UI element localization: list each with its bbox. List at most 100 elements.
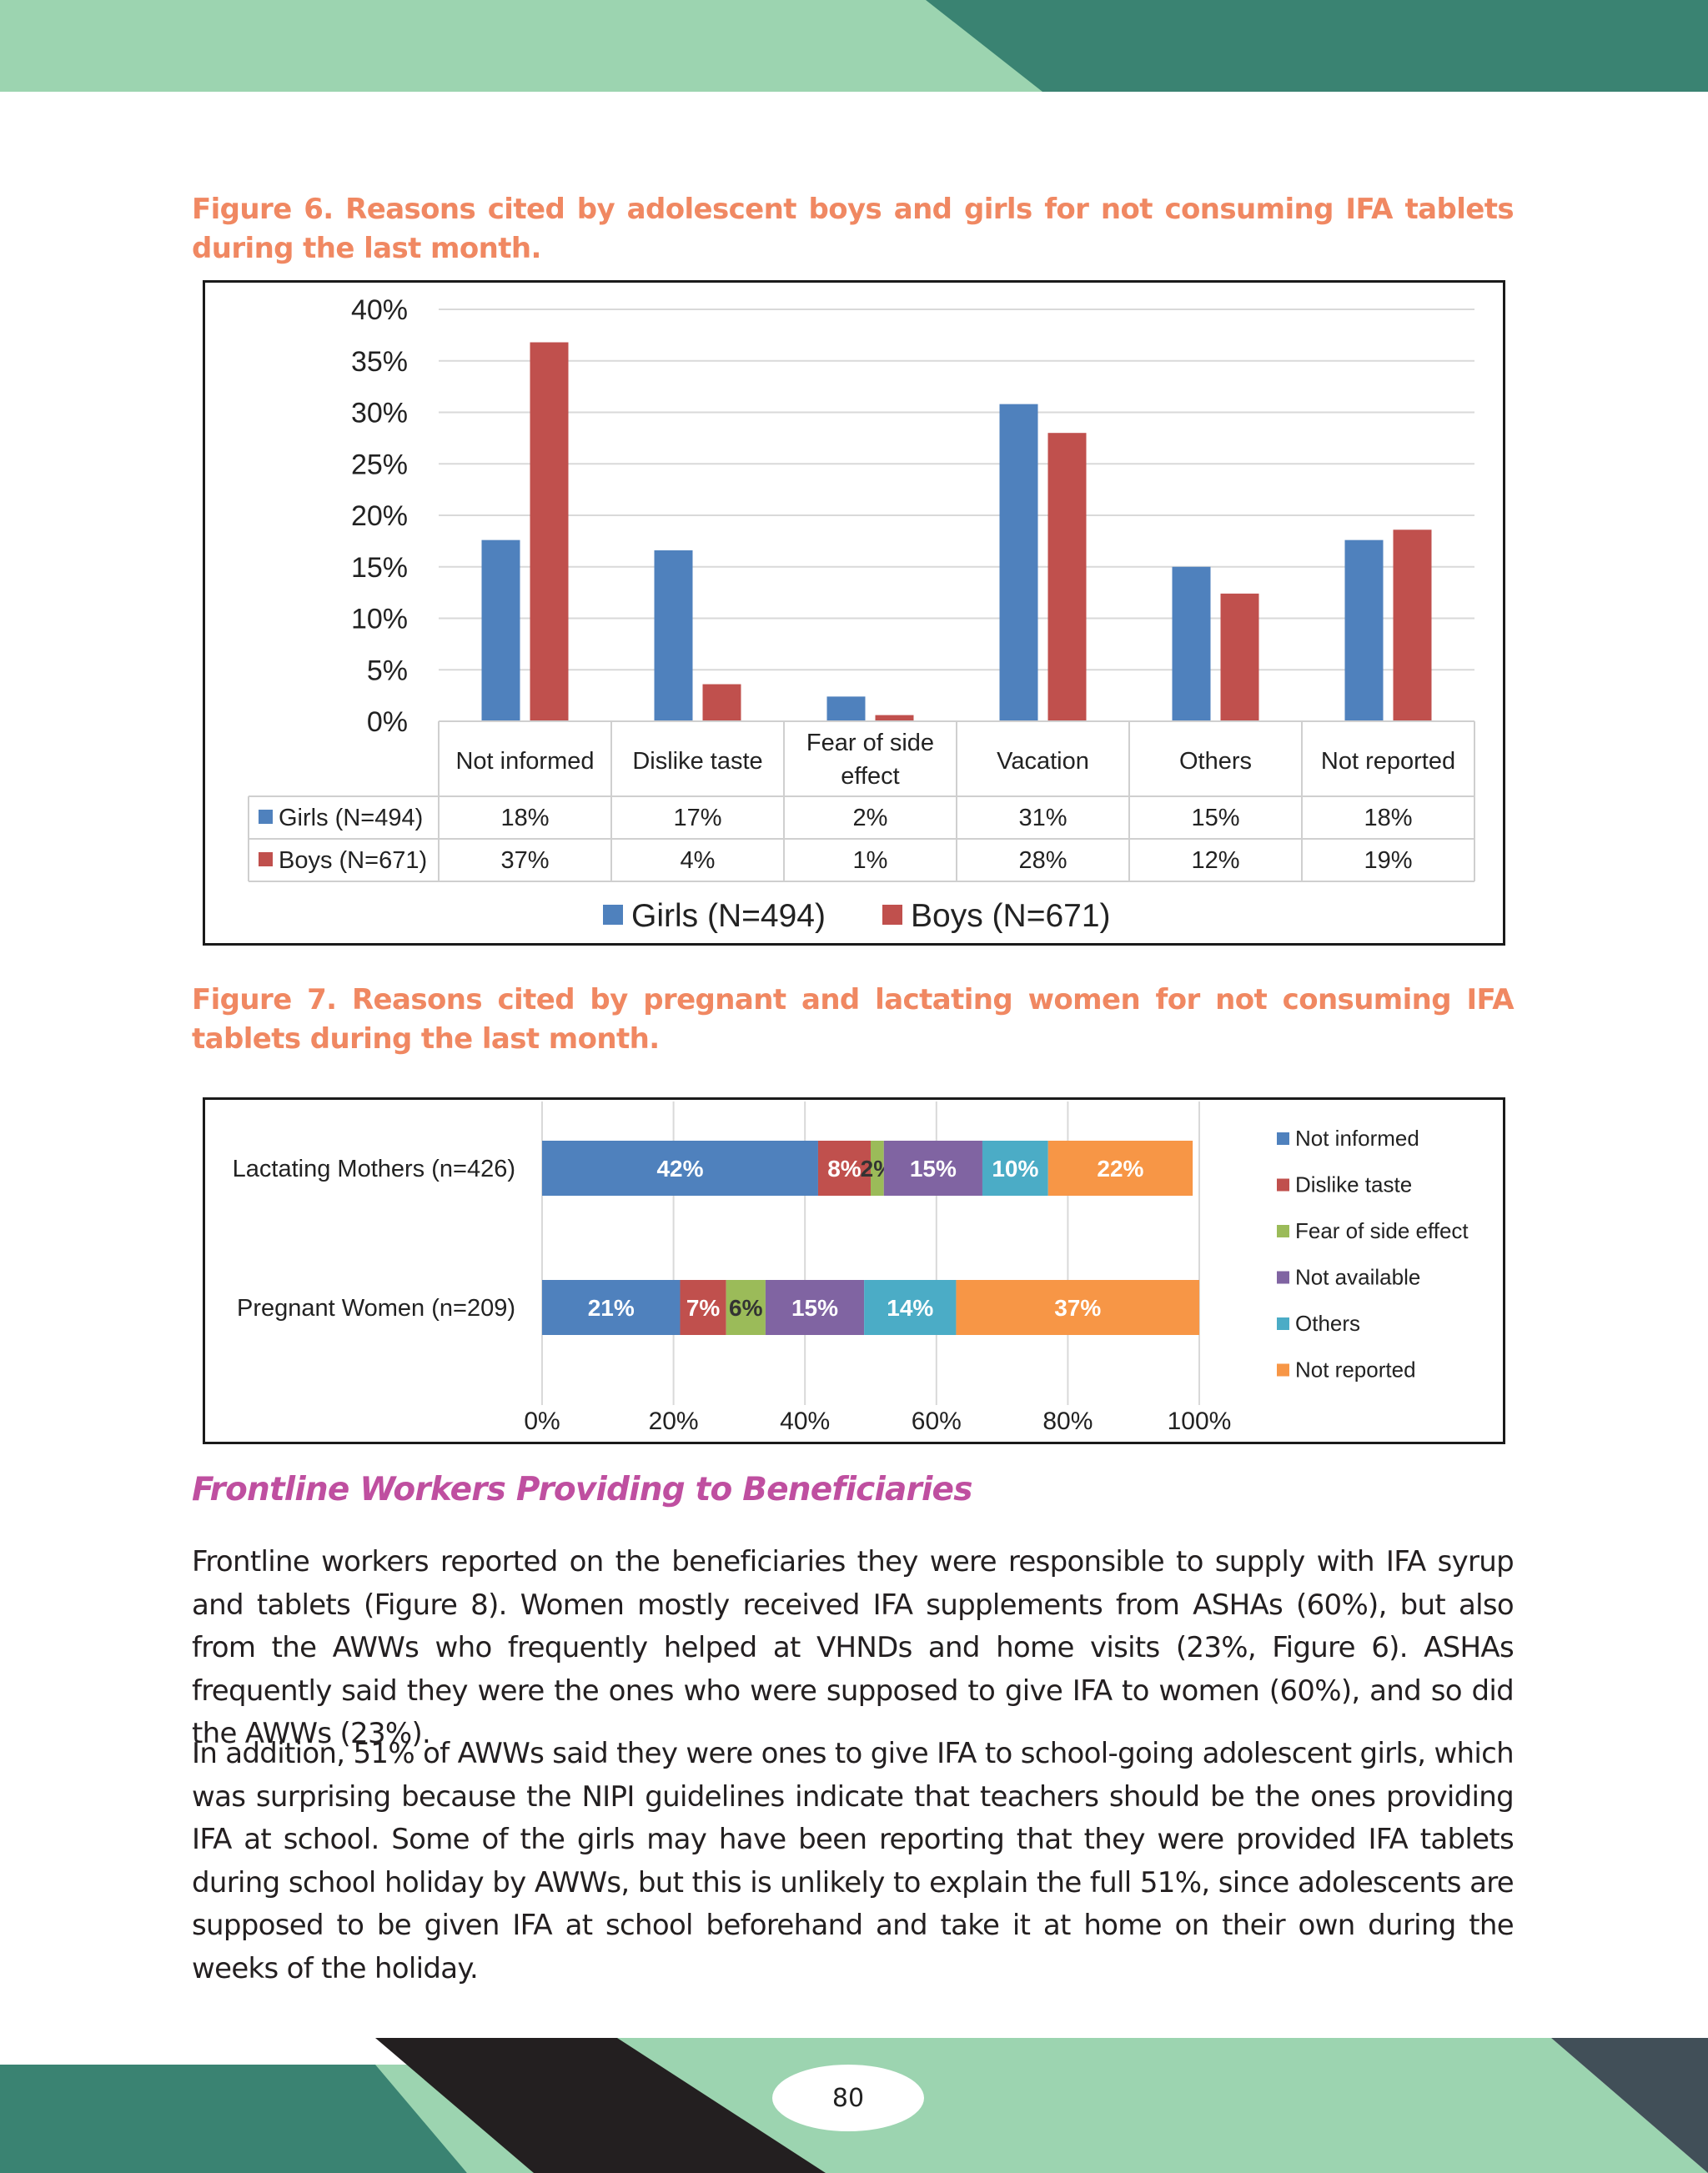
y-category-label: Pregnant Women (n=209) [237, 1295, 515, 1322]
stacked-segment [765, 1280, 865, 1335]
table-data-value: 4% [681, 847, 716, 874]
stacked-segment [956, 1280, 1199, 1335]
table-legend-key [259, 810, 273, 824]
table-legend-key [259, 852, 273, 866]
bar-boys [875, 715, 914, 721]
stacked-segment [1047, 1141, 1193, 1196]
y-tick-label: 20% [351, 500, 408, 532]
x-tick-label: 100% [1168, 1408, 1232, 1435]
y-tick-label: 0% [367, 706, 408, 738]
bar-boys [530, 342, 569, 721]
x-category-label: effect [841, 763, 899, 790]
y-tick-label: 40% [351, 294, 408, 326]
stacked-segment [883, 1141, 982, 1196]
bar-girls [1344, 539, 1384, 721]
legend-key [1277, 1225, 1289, 1237]
y-tick-label: 35% [351, 346, 408, 378]
x-tick-label: 60% [912, 1408, 962, 1435]
y-tick-label: 15% [351, 552, 408, 584]
legend-label: Boys (N=671) [911, 898, 1111, 934]
bar-girls [1172, 566, 1211, 721]
y-tick-label: 5% [367, 655, 408, 686]
x-tick-label: 80% [1042, 1408, 1093, 1435]
x-category-label: Others [1179, 748, 1252, 775]
y-tick-label: 10% [351, 604, 408, 635]
table-data-value: 37% [500, 847, 549, 874]
legend-key [1277, 1317, 1289, 1330]
table-data-value: 18% [500, 805, 549, 831]
section-heading: Frontline Workers Providing to Beneficia… [192, 1471, 972, 1508]
legend-key [1277, 1178, 1289, 1192]
table-data-value: 18% [1364, 805, 1412, 831]
footer-band-slate [1551, 2038, 1708, 2173]
legend-key [1277, 1363, 1289, 1377]
table-data-value: 19% [1364, 847, 1412, 874]
header-band-dark [926, 0, 1708, 92]
legend-label: Not available [1295, 1265, 1420, 1290]
stacked-segment [680, 1280, 726, 1335]
figure-7-svg: 0% 20% 40% 60% 80% 100% Lactating Mothers (n=4… [233, 1102, 1469, 1435]
bar-boys [1393, 529, 1432, 721]
table-series-name: Girls (N=494) [279, 805, 423, 831]
segment-label: 37% [1054, 1295, 1101, 1321]
table-data-value: 17% [673, 805, 721, 831]
legend-label: Not informed [1295, 1126, 1419, 1151]
bar-girls [826, 696, 866, 721]
legend-key [1277, 1271, 1289, 1284]
stacked-segment [542, 1141, 818, 1196]
figure-7-caption: Figure 7. Reasons cited by pregnant and … [192, 983, 1515, 1056]
x-category-label: Dislike taste [632, 748, 762, 775]
segment-label: 22% [1097, 1156, 1143, 1182]
header-band-light [0, 0, 1047, 92]
segment-label: 7% [686, 1295, 721, 1321]
legend-key [882, 905, 902, 925]
legend-key [603, 905, 623, 925]
bar-girls [481, 539, 520, 721]
figure-6-caption: Figure 6. Reasons cited by adolescent bo… [192, 193, 1515, 265]
stacked-segment [817, 1141, 871, 1196]
segment-label: 15% [791, 1295, 838, 1321]
legend-key [1277, 1132, 1289, 1145]
segment-label: 14% [887, 1295, 933, 1321]
header-band [0, 0, 1708, 92]
bar-boys [1220, 593, 1259, 721]
y-tick-label: 30% [351, 398, 408, 429]
bar-boys [1047, 433, 1087, 721]
x-tick-label: 40% [780, 1408, 830, 1435]
table-series-name: Boys (N=671) [279, 847, 427, 874]
bar-boys [702, 684, 741, 721]
body-paragraph-1: Frontline workers reported on the benefi… [192, 1545, 1515, 1750]
segment-label: 6% [729, 1295, 763, 1321]
segment-label: 42% [656, 1156, 703, 1182]
table-data-value: 1% [853, 847, 888, 874]
figure-6-svg: 0% 5% 10% 15% 20% 25% 30% 35% 40% Not informed Dis… [248, 294, 1475, 934]
x-category-label: Not informed [455, 748, 594, 775]
stacked-segment [871, 1141, 884, 1196]
table-data-value: 28% [1018, 847, 1067, 874]
segment-label: 21% [588, 1295, 635, 1321]
stacked-segment [542, 1280, 681, 1335]
y-tick-label: 25% [351, 449, 408, 480]
legend-label: Girls (N=494) [631, 898, 826, 934]
bar-girls [999, 404, 1038, 721]
y-category-label: Lactating Mothers (n=426) [233, 1156, 515, 1182]
x-category-label: Vacation [997, 748, 1089, 775]
table-data-value: 12% [1191, 847, 1239, 874]
x-category-label: Not reported [1321, 748, 1455, 775]
x-tick-label: 20% [649, 1408, 699, 1435]
table-data-value: 15% [1191, 805, 1239, 831]
stacked-segment [726, 1280, 766, 1335]
footer-band-light-left [375, 2065, 534, 2173]
stacked-segment [982, 1141, 1048, 1196]
legend-label: Fear of side effect [1295, 1218, 1469, 1243]
legend-label: Others [1295, 1311, 1360, 1336]
legend-label: Dislike taste [1295, 1172, 1412, 1197]
x-tick-label: 0% [524, 1408, 560, 1435]
stacked-segment [864, 1280, 957, 1335]
page-number: 80 [772, 2065, 924, 2131]
table-data-value: 31% [1018, 805, 1067, 831]
segment-label: 15% [910, 1156, 957, 1182]
legend-label: Not reported [1295, 1357, 1416, 1383]
segment-label: 10% [992, 1156, 1038, 1182]
table-data-value: 2% [853, 805, 888, 831]
